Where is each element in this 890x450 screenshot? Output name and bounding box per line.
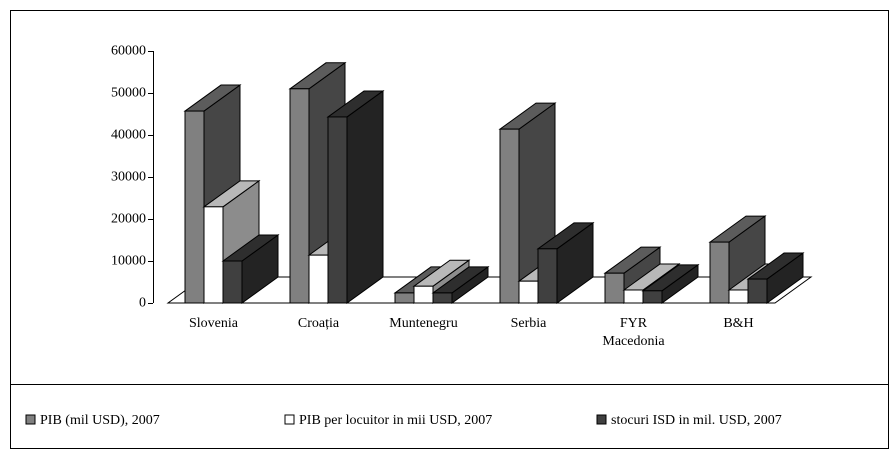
y-tick-label: 30000 bbox=[111, 170, 146, 185]
x-tick-label: Croația bbox=[297, 316, 340, 331]
y-tick-label: 0 bbox=[139, 296, 146, 311]
bar bbox=[184, 110, 205, 304]
bar bbox=[747, 278, 768, 304]
bar bbox=[432, 292, 453, 304]
y-tick-label: 20000 bbox=[111, 212, 146, 227]
bar bbox=[642, 290, 663, 304]
y-tick-label: 50000 bbox=[111, 86, 146, 101]
y-tick-label: 10000 bbox=[111, 254, 146, 269]
x-tick-label: FYR Macedonia bbox=[602, 316, 665, 349]
bar bbox=[222, 260, 243, 304]
bar bbox=[709, 241, 730, 304]
x-tick-label: Muntenegru bbox=[389, 316, 458, 331]
bar bbox=[728, 289, 749, 304]
bar-side bbox=[346, 89, 384, 304]
bar bbox=[604, 272, 625, 304]
y-tick-label: 60000 bbox=[111, 44, 146, 59]
frame bbox=[10, 10, 889, 449]
legend-swatch bbox=[596, 414, 607, 425]
legend-label: PIB (mil USD), 2007 bbox=[40, 413, 160, 428]
legend-swatch bbox=[284, 414, 295, 425]
bar bbox=[289, 88, 310, 304]
bar bbox=[499, 128, 520, 304]
legend-label: PIB per locuitor in mii USD, 2007 bbox=[299, 413, 492, 428]
bar bbox=[623, 289, 644, 304]
bar bbox=[203, 206, 224, 304]
y-tick-label: 40000 bbox=[111, 128, 146, 143]
legend-label: stocuri ISD in mil. USD, 2007 bbox=[611, 413, 782, 428]
bar bbox=[308, 254, 329, 304]
x-tick-label: B&H bbox=[723, 316, 754, 331]
legend-swatch bbox=[25, 414, 36, 425]
bar bbox=[413, 285, 434, 304]
bar bbox=[518, 280, 539, 304]
x-tick-label: Slovenia bbox=[189, 316, 238, 331]
x-tick-label: Serbia bbox=[510, 316, 547, 331]
bar bbox=[537, 248, 558, 304]
bar bbox=[394, 292, 415, 304]
bar bbox=[327, 116, 348, 304]
